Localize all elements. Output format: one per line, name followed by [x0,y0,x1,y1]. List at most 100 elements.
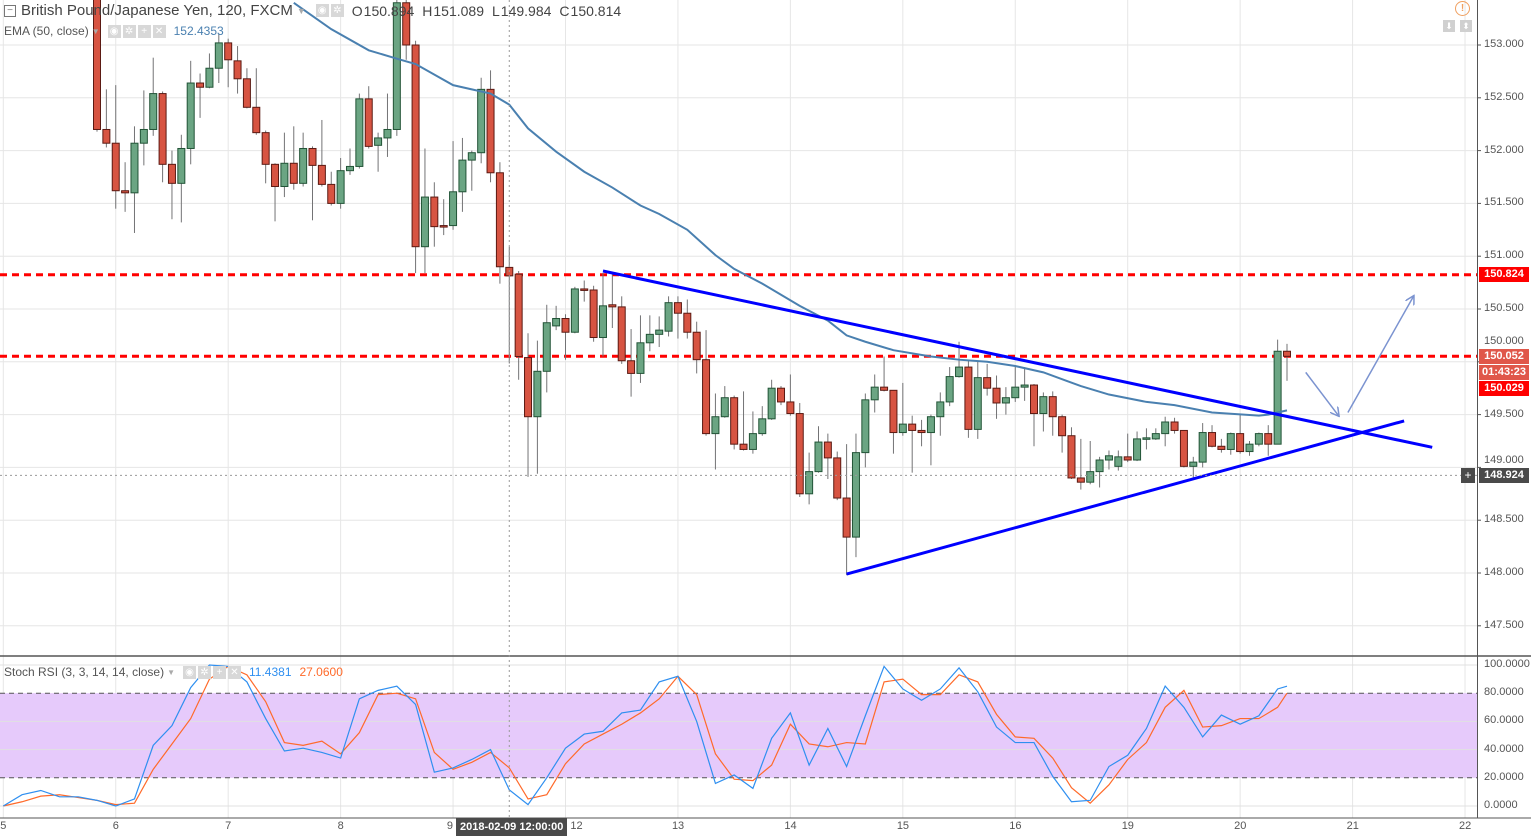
candle-body-down [289,162,298,184]
price-tick-label: 150.500 [1484,302,1524,314]
candle-body-up [870,386,879,401]
candle [205,53,214,89]
candle-body-down [1179,429,1188,467]
candle [683,299,692,339]
alert-circle-icon[interactable]: ! [1455,1,1470,16]
chevron-down-icon[interactable]: ▼ [296,5,306,16]
chevron-down-icon[interactable]: ▼ [167,667,175,677]
candle-body-down [327,183,336,204]
candle [598,273,607,357]
candle-body-down [908,423,917,431]
candle-body-up [1226,433,1235,450]
gear-icon[interactable]: ✲ [330,4,344,17]
candle [177,134,186,223]
price-tick-label: 152.500 [1484,90,1524,103]
candle [252,68,261,135]
candle-body-down [1123,456,1132,461]
candle [580,280,589,302]
candle-body-up [1142,437,1151,440]
candle [711,393,720,470]
gear-icon[interactable]: ✲ [198,665,211,679]
bar-countdown-label: 01:43:23 [1479,364,1529,380]
candle [636,315,645,383]
candle [1114,450,1123,471]
projection-arrow [1305,371,1339,415]
candle [1254,432,1263,447]
candle-body-up [1273,350,1282,445]
candle-body-up [1198,432,1207,463]
candle [1236,414,1245,454]
candle-body-up [655,329,664,335]
candle-body-up [570,288,579,333]
candle [833,451,842,501]
candle-body-up [1039,396,1048,415]
candle-body-up [205,67,214,88]
candle-body-up [1133,438,1142,461]
candle-body-up [374,137,383,146]
candle-body-down [673,302,682,314]
candle [233,46,242,94]
candle [261,130,270,184]
candle-body-up [280,162,289,188]
candle-body-down [121,190,130,194]
close-icon[interactable]: ✕ [152,24,166,38]
gear-icon[interactable]: ✲ [122,24,136,38]
candle-body-up [542,322,551,372]
candle [1086,441,1095,485]
plus-icon[interactable]: + [213,665,226,679]
candle [1048,391,1057,436]
scroll-down-icon[interactable]: ⬇ [1443,20,1455,32]
candle [317,119,326,187]
maximize-icon[interactable]: ⬍ [1460,20,1472,32]
candle [720,386,729,418]
candle-body-down [880,386,889,391]
candle-body-up [711,416,720,435]
candle-body-up [383,128,392,139]
candle [973,360,982,439]
time-tick-label: 15 [896,820,910,832]
candle-body-down [1030,384,1038,415]
plus-icon[interactable]: + [1461,467,1475,483]
candle-body-down [524,357,533,418]
close-icon[interactable]: ✕ [228,665,241,679]
candle [1217,438,1226,453]
candle [1104,450,1113,470]
candle [898,382,907,436]
candle [111,85,120,209]
candle-body-down [917,429,926,434]
ema-legend: EMA (50, close) ▼ ◉ ✲ + ✕ 152.4353 [4,24,224,38]
candle-body-up [1020,384,1029,388]
candle [748,411,757,454]
candle [345,148,354,175]
eye-icon[interactable]: ◉ [107,24,121,38]
candle-body-down [617,306,626,362]
symbol-title[interactable]: British Pound/Japanese Yen, 120, FXCM [21,2,293,19]
candle-body-down [730,397,739,445]
plus-icon[interactable]: + [137,24,151,38]
candle [983,363,992,396]
candle-body-down [364,98,373,147]
candle-body-up [355,98,364,167]
price-tick-label: 148.000 [1484,566,1524,578]
candle [561,314,570,360]
eye-icon[interactable]: ◉ [183,665,196,679]
stoch-tick-label: 0.0000 [1484,799,1518,811]
candle-body-up [336,170,345,204]
candle-body-down [233,60,242,80]
candle [420,148,429,274]
candle [486,70,495,183]
ema-label[interactable]: EMA (50, close) [4,24,89,38]
stoch-label[interactable]: Stoch RSI (3, 3, 14, 14, close) [4,665,165,679]
candle-body-up [1114,456,1123,467]
candle-body-up [636,342,645,374]
chevron-down-icon[interactable]: ▼ [91,26,100,36]
eye-icon[interactable]: ◉ [315,4,329,17]
price-pane[interactable] [0,0,1477,576]
candle-body-down [308,147,317,166]
candle [186,60,195,165]
candle-body-up [758,418,767,435]
candle [851,433,860,558]
candle-body-down [1282,350,1291,357]
minus-square-icon[interactable]: − [4,4,16,17]
